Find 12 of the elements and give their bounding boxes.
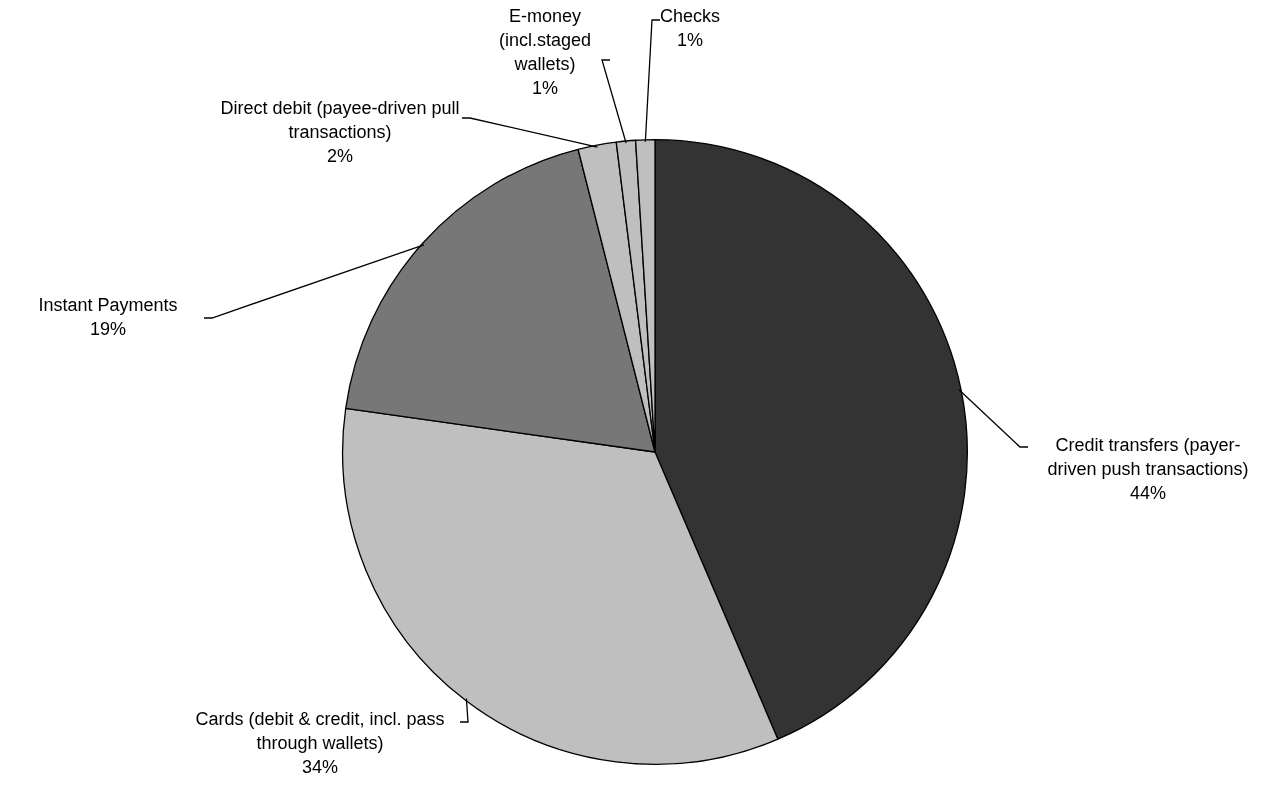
- data-label: 44%: [1129, 482, 1167, 503]
- data-label: 34%: [301, 756, 339, 777]
- slice-label: Cards (debit & credit, incl. pass through wallets): [195, 708, 445, 753]
- data-label: 2%: [326, 145, 354, 166]
- data-label: 19%: [89, 318, 127, 339]
- data-label: 1%: [531, 77, 559, 98]
- slice-label: Checks: [659, 5, 721, 26]
- data-label: 1%: [676, 29, 704, 50]
- slice-label: Credit transfers (payer-driven push transactions): [1047, 434, 1249, 479]
- slice-label: E-money (incl.staged wallets): [498, 5, 592, 74]
- slice-label: Instant Payments: [38, 294, 178, 315]
- slice-label: Direct debit (payee-driven pull transactions): [220, 97, 460, 142]
